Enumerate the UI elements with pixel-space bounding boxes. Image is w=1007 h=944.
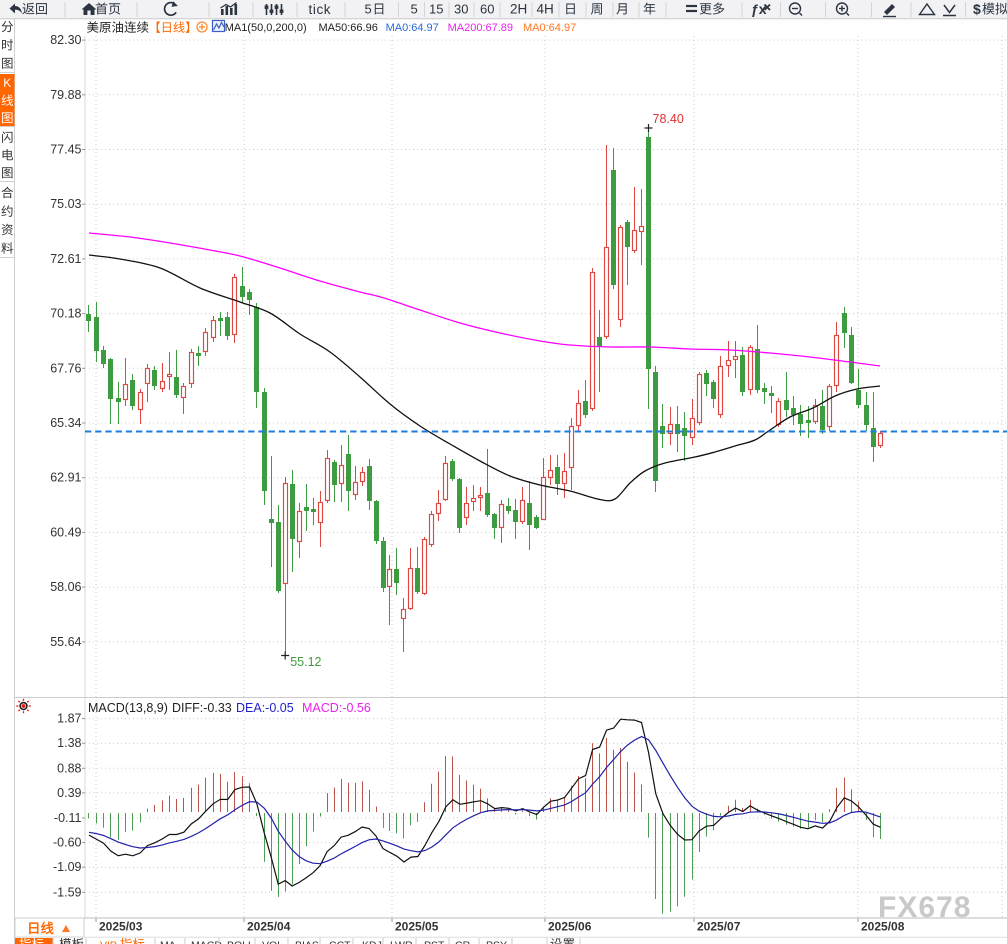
svg-text:VIP: VIP (100, 940, 117, 944)
svg-text:82.30: 82.30 (50, 33, 81, 47)
svg-text:MA: MA (160, 940, 176, 944)
svg-text:ƒx: ƒx (751, 1, 767, 17)
svg-text:BIAS: BIAS (295, 940, 319, 944)
svg-text:2025/08: 2025/08 (861, 920, 905, 934)
svg-text:KDJ: KDJ (362, 940, 382, 944)
svg-text:MACD:-0.56: MACD:-0.56 (302, 701, 371, 715)
svg-text:55.64: 55.64 (50, 635, 81, 649)
svg-text:PSY: PSY (486, 940, 507, 944)
svg-text:MA50:66.96: MA50:66.96 (319, 22, 378, 34)
svg-text:MA0:64.97: MA0:64.97 (386, 22, 439, 34)
svg-text:67.76: 67.76 (50, 361, 81, 375)
svg-text:78.40: 78.40 (653, 112, 684, 126)
svg-text:CCT: CCT (329, 940, 351, 944)
svg-text:70.18: 70.18 (50, 307, 81, 321)
svg-text:4H: 4H (537, 2, 554, 17)
svg-text:-1.09: -1.09 (53, 860, 82, 874)
svg-text:1.87: 1.87 (57, 712, 81, 726)
svg-text:2025/07: 2025/07 (697, 920, 741, 934)
svg-text:MACD(13,8,9): MACD(13,8,9) (88, 701, 168, 715)
svg-text:5: 5 (411, 2, 418, 17)
svg-text:-1.59: -1.59 (53, 885, 82, 899)
svg-text:79.88: 79.88 (50, 88, 81, 102)
svg-text:-0.11: -0.11 (54, 811, 82, 825)
svg-text:2025/03: 2025/03 (99, 920, 143, 934)
svg-text:MA1(50,0,200,0): MA1(50,0,200,0) (225, 22, 307, 34)
svg-text:62.91: 62.91 (50, 471, 81, 485)
svg-text:LWR: LWR (390, 940, 413, 944)
svg-text:2025/04: 2025/04 (247, 920, 291, 934)
svg-text:1.38: 1.38 (57, 736, 81, 750)
svg-text:DEA:-0.05: DEA:-0.05 (236, 701, 294, 715)
svg-text:0.88: 0.88 (57, 761, 81, 775)
svg-text:65.34: 65.34 (50, 416, 81, 430)
svg-text:2H: 2H (510, 2, 527, 17)
svg-text:VOL: VOL (262, 940, 283, 944)
svg-text:60.49: 60.49 (50, 525, 81, 539)
svg-text:58.06: 58.06 (50, 580, 81, 594)
svg-text:K: K (3, 76, 11, 90)
svg-text:0.39: 0.39 (57, 786, 81, 800)
svg-text:55.12: 55.12 (290, 655, 321, 669)
svg-text:tick: tick (309, 2, 332, 17)
svg-text:5: 5 (365, 2, 372, 17)
svg-text:MA0:64.97: MA0:64.97 (523, 22, 576, 34)
svg-text:BOLL: BOLL (227, 940, 254, 944)
svg-text:60: 60 (480, 2, 494, 17)
svg-text:2025/05: 2025/05 (395, 920, 439, 934)
svg-text:2025/06: 2025/06 (548, 920, 592, 934)
svg-text:15: 15 (429, 2, 443, 17)
svg-text:PST: PST (424, 940, 445, 944)
svg-text:77.45: 77.45 (50, 143, 81, 157)
svg-text:75.03: 75.03 (50, 197, 81, 211)
svg-text:30: 30 (454, 2, 468, 17)
svg-text:MACD: MACD (191, 940, 222, 944)
svg-text:FX678: FX678 (878, 891, 971, 924)
svg-text:DIFF:-0.33: DIFF:-0.33 (172, 701, 232, 715)
svg-text:-0.60: -0.60 (53, 836, 82, 850)
svg-text:$: $ (973, 1, 981, 17)
svg-text:72.61: 72.61 (50, 252, 81, 266)
svg-text:CR: CR (455, 940, 471, 944)
svg-text:MA200:67.89: MA200:67.89 (448, 22, 513, 34)
